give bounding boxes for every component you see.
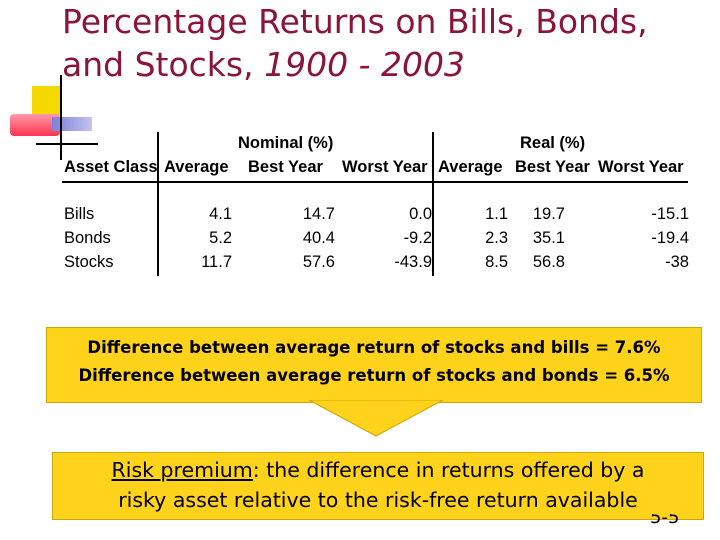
title-years: 1900 - 2003	[264, 45, 465, 84]
col-header-real-best: Best Year	[515, 158, 590, 176]
title-line-1: Percentage Returns on Bills, Bonds,	[62, 2, 648, 41]
definition-term: Risk premium	[111, 458, 253, 482]
logo-blue-bar	[52, 117, 92, 131]
down-arrow-icon	[308, 400, 444, 437]
col-header-nominal-average: Average	[164, 158, 229, 176]
col-header-nominal-best: Best Year	[248, 158, 323, 176]
table-cell: 5.2	[209, 229, 232, 247]
table-cell: -38	[665, 253, 689, 271]
callout-line-2: Difference between average return of sto…	[78, 366, 670, 385]
logo-vertical-rule	[60, 75, 62, 160]
table-cell: 57.6	[302, 253, 335, 271]
table-cell: 4.1	[209, 205, 232, 223]
table-cell: -19.4	[651, 229, 689, 247]
logo-yellow-square	[32, 86, 62, 116]
table-cell: 1.1	[485, 205, 508, 223]
logo-red-bar	[10, 114, 60, 136]
table-cell: -15.1	[651, 205, 689, 223]
table-cell: 8.5	[485, 253, 508, 271]
table-cell: -9.2	[403, 229, 432, 247]
col-header-nominal-worst: Worst Year	[342, 158, 428, 176]
slide-number: 5-5	[650, 514, 680, 526]
table-cell: 11.7	[201, 253, 232, 271]
table-cell: 14.7	[302, 205, 335, 223]
table-divider-left	[157, 132, 159, 276]
table-cell: 40.4	[302, 229, 335, 247]
real-group-header: Real (%)	[520, 134, 586, 152]
table-cell: -43.9	[394, 253, 432, 271]
slide-title: Percentage Returns on Bills, Bonds, and …	[62, 0, 712, 86]
definition-line-1: Risk premium: the difference in returns …	[53, 458, 703, 482]
col-header-asset-class: Asset Class	[64, 158, 158, 176]
table-divider-middle	[432, 132, 434, 276]
callout-line-1: Difference between average return of sto…	[87, 338, 661, 357]
nominal-group-header: Nominal (%)	[238, 134, 334, 152]
title-line-2: and Stocks, 1900 - 2003	[62, 43, 712, 86]
table-cell: 19.7	[532, 205, 565, 223]
difference-callout: Difference between average return of sto…	[46, 327, 702, 403]
definition-line-2: risky asset relative to the risk-free re…	[118, 488, 638, 512]
logo-horizontal-rule	[36, 143, 98, 145]
risk-premium-definition: Risk premium: the difference in returns …	[52, 452, 704, 520]
col-header-real-worst: Worst Year	[598, 158, 684, 176]
table-header-rule	[62, 181, 688, 183]
table-cell: 35.1	[532, 229, 565, 247]
row-label-bonds: Bonds	[64, 229, 111, 247]
table-cell: 56.8	[532, 253, 565, 271]
row-label-bills: Bills	[64, 205, 95, 223]
row-label-stocks: Stocks	[64, 253, 114, 271]
definition-line-1-rest: : the difference in returns offered by a	[252, 458, 645, 482]
table-cell: 0.0	[409, 205, 432, 223]
title-line-2-main: and Stocks,	[62, 45, 265, 84]
table-cell: 2.3	[485, 229, 508, 247]
col-header-real-average: Average	[438, 158, 503, 176]
